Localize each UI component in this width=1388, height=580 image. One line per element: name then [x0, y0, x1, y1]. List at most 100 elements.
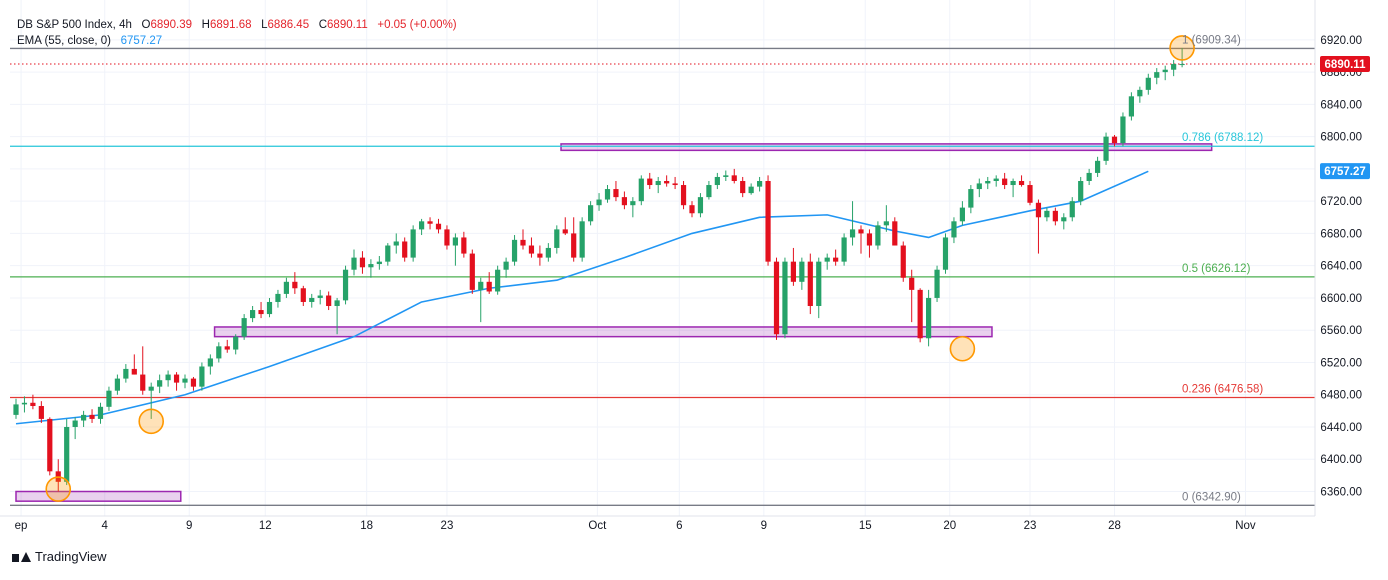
candle	[942, 233, 949, 274]
fib-level-label-1: 1 (6909.34)	[1182, 34, 1241, 46]
candle-body	[47, 418, 53, 472]
highlight-marker	[1169, 35, 1195, 61]
candle-body	[309, 297, 315, 302]
candle	[1044, 207, 1050, 222]
x-tick-label: 4	[102, 520, 109, 532]
candle	[359, 251, 366, 274]
x-tick-label: 28	[1108, 520, 1121, 532]
candle-body	[613, 189, 619, 198]
candle	[537, 245, 543, 266]
candle	[148, 382, 154, 419]
candle-body	[537, 253, 543, 258]
candle-body	[30, 402, 36, 407]
candle-body	[1111, 136, 1118, 144]
x-tick-label: ep	[15, 520, 28, 532]
highlight-marker	[949, 335, 976, 362]
legend-o-label: O	[141, 19, 151, 31]
y-tick-label: 6360.00	[1320, 487, 1362, 499]
candle-body	[638, 178, 644, 202]
candle	[1103, 132, 1109, 165]
candle-body	[1154, 72, 1160, 78]
candle-body	[900, 245, 906, 278]
candle	[672, 176, 678, 190]
candle	[157, 374, 163, 394]
candle-body	[385, 245, 391, 262]
candle-body	[841, 237, 847, 262]
candle-body	[106, 390, 112, 407]
candle	[588, 201, 594, 226]
candle	[419, 218, 425, 236]
y-tick-label: 6840.00	[1320, 99, 1362, 111]
ema-line	[15, 170, 1149, 425]
y-tick-label: 6520.00	[1320, 357, 1362, 369]
candle	[765, 175, 771, 266]
candle	[503, 257, 509, 278]
candle-body	[816, 261, 822, 307]
legend-ohlc-row: DB S&P 500 Index, 4h O6890.39 H6891.68 L…	[17, 17, 457, 33]
candle-body	[1018, 180, 1025, 186]
y-tick-label: 6560.00	[1320, 325, 1362, 337]
grid-lines	[10, 0, 1315, 516]
candle	[520, 229, 526, 250]
candle-body	[300, 288, 306, 302]
candle	[554, 225, 560, 254]
candle	[342, 265, 349, 305]
candle-body	[773, 261, 780, 335]
candle-body	[909, 277, 915, 290]
candle-body	[723, 175, 729, 177]
last-price-badge-bg	[1320, 55, 1370, 72]
candle-body	[883, 221, 889, 226]
candle-body	[140, 374, 146, 391]
candle	[1162, 65, 1168, 81]
candle-body	[1179, 64, 1185, 66]
candle	[469, 249, 475, 294]
candle-body	[545, 247, 551, 258]
x-tick-label: 20	[943, 520, 956, 532]
candle	[326, 291, 332, 311]
candle	[165, 370, 171, 387]
candle	[985, 176, 991, 190]
candle	[410, 225, 416, 262]
candle-body	[833, 257, 839, 262]
candle	[866, 229, 873, 258]
y-tick-label: 6800.00	[1320, 132, 1362, 144]
candle-body	[1095, 160, 1101, 173]
candle	[1095, 156, 1101, 177]
candle-body	[64, 426, 70, 482]
x-axis: ep 4 9 12 18 23 Oct 6 9 15 20 23 28 Nov	[15, 520, 1256, 532]
candle	[486, 272, 492, 294]
candle	[131, 354, 137, 375]
candle-body	[782, 261, 788, 335]
support-resistance-zone	[213, 326, 993, 338]
highlight-marker	[45, 476, 72, 502]
candle-body	[13, 404, 19, 415]
candle-body	[554, 229, 560, 248]
candle-body	[1044, 210, 1050, 218]
candle-body	[97, 406, 104, 419]
y-tick-label: 6720.00	[1320, 196, 1362, 208]
y-tick-label: 6600.00	[1320, 293, 1362, 305]
candle	[528, 237, 535, 258]
legend-h-label: H	[201, 19, 210, 31]
candle-body	[647, 178, 653, 186]
candle-body	[427, 221, 433, 224]
candle-body	[334, 300, 340, 307]
candle-body	[807, 261, 813, 307]
tradingview-brand[interactable]: TradingView	[12, 549, 107, 564]
candle-body	[926, 297, 932, 339]
candle	[1010, 178, 1016, 198]
candle-body	[1171, 64, 1177, 70]
candle-body	[233, 336, 239, 350]
candle	[140, 346, 146, 395]
candle-body	[275, 293, 281, 302]
legend-ema-label: EMA (55, close, 0)	[17, 35, 111, 47]
candle	[664, 175, 670, 187]
candle-body	[630, 201, 636, 206]
candle-body	[216, 346, 222, 359]
candle-body	[351, 257, 357, 270]
candle-body	[326, 295, 332, 307]
legend-change: +0.05 (+0.00%)	[377, 19, 457, 31]
candle-body	[706, 185, 712, 198]
